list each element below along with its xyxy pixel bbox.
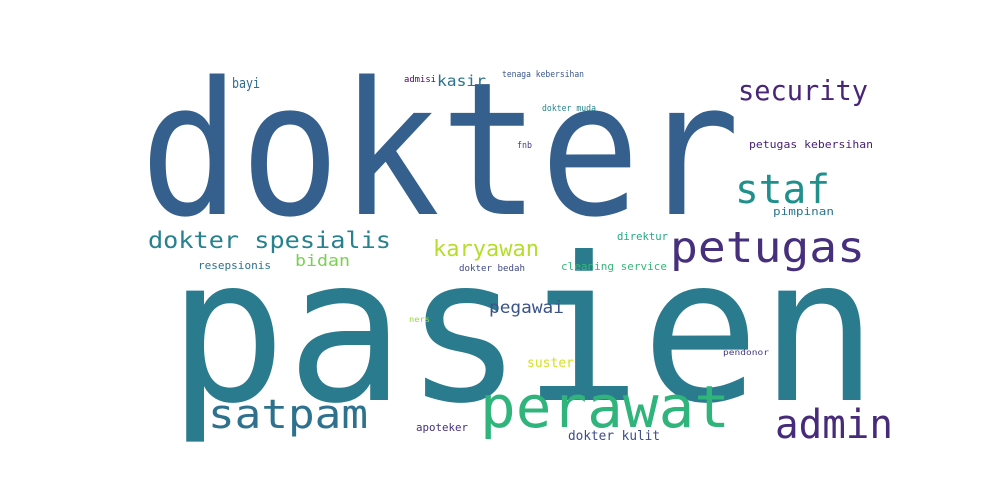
word-admin: admin bbox=[775, 402, 893, 448]
word-dokter-bedah: dokter bedah bbox=[459, 264, 525, 274]
word-staf: staf bbox=[735, 167, 830, 213]
word-admisi: admisi bbox=[404, 75, 436, 85]
word-dokter: dokter bbox=[140, 42, 740, 258]
word-dokter-kulit: dokter kulit bbox=[568, 429, 660, 444]
word-pegawai: pegawai bbox=[489, 298, 564, 318]
word-suster: suster bbox=[527, 356, 574, 371]
word-karyawan: karyawan bbox=[433, 237, 539, 262]
word-dokter-muda: dokter muda bbox=[542, 104, 596, 114]
word-pimpinan: pimpinan bbox=[773, 205, 834, 218]
word-fnb: fnb bbox=[517, 141, 532, 151]
word-petugas-kebersihan: petugas kebersihan bbox=[749, 138, 873, 151]
word-satpam: satpam bbox=[208, 392, 368, 438]
word-kasir: kasir bbox=[437, 72, 486, 90]
word-cleaning-service: cleaning service bbox=[561, 260, 667, 273]
word-tenaga-kebersihan: tenaga kebersihan bbox=[502, 70, 584, 80]
word-perawat: perawat bbox=[480, 373, 730, 441]
word-bidan: bidan bbox=[295, 251, 350, 270]
word-pendonor: pendonor bbox=[723, 348, 769, 357]
word-direktur: direktur bbox=[617, 230, 668, 243]
word-dokter-spesialis: dokter spesialis bbox=[148, 228, 391, 254]
word-petugas: petugas bbox=[670, 223, 865, 273]
word-resepsionis: resepsionis bbox=[198, 259, 271, 272]
word-ners: ners bbox=[409, 315, 430, 324]
word-apoteker: apoteker bbox=[416, 421, 468, 434]
word-pasien: pasien bbox=[168, 215, 878, 448]
word-bayi: bayi bbox=[232, 76, 260, 92]
word-security: security bbox=[738, 74, 868, 107]
